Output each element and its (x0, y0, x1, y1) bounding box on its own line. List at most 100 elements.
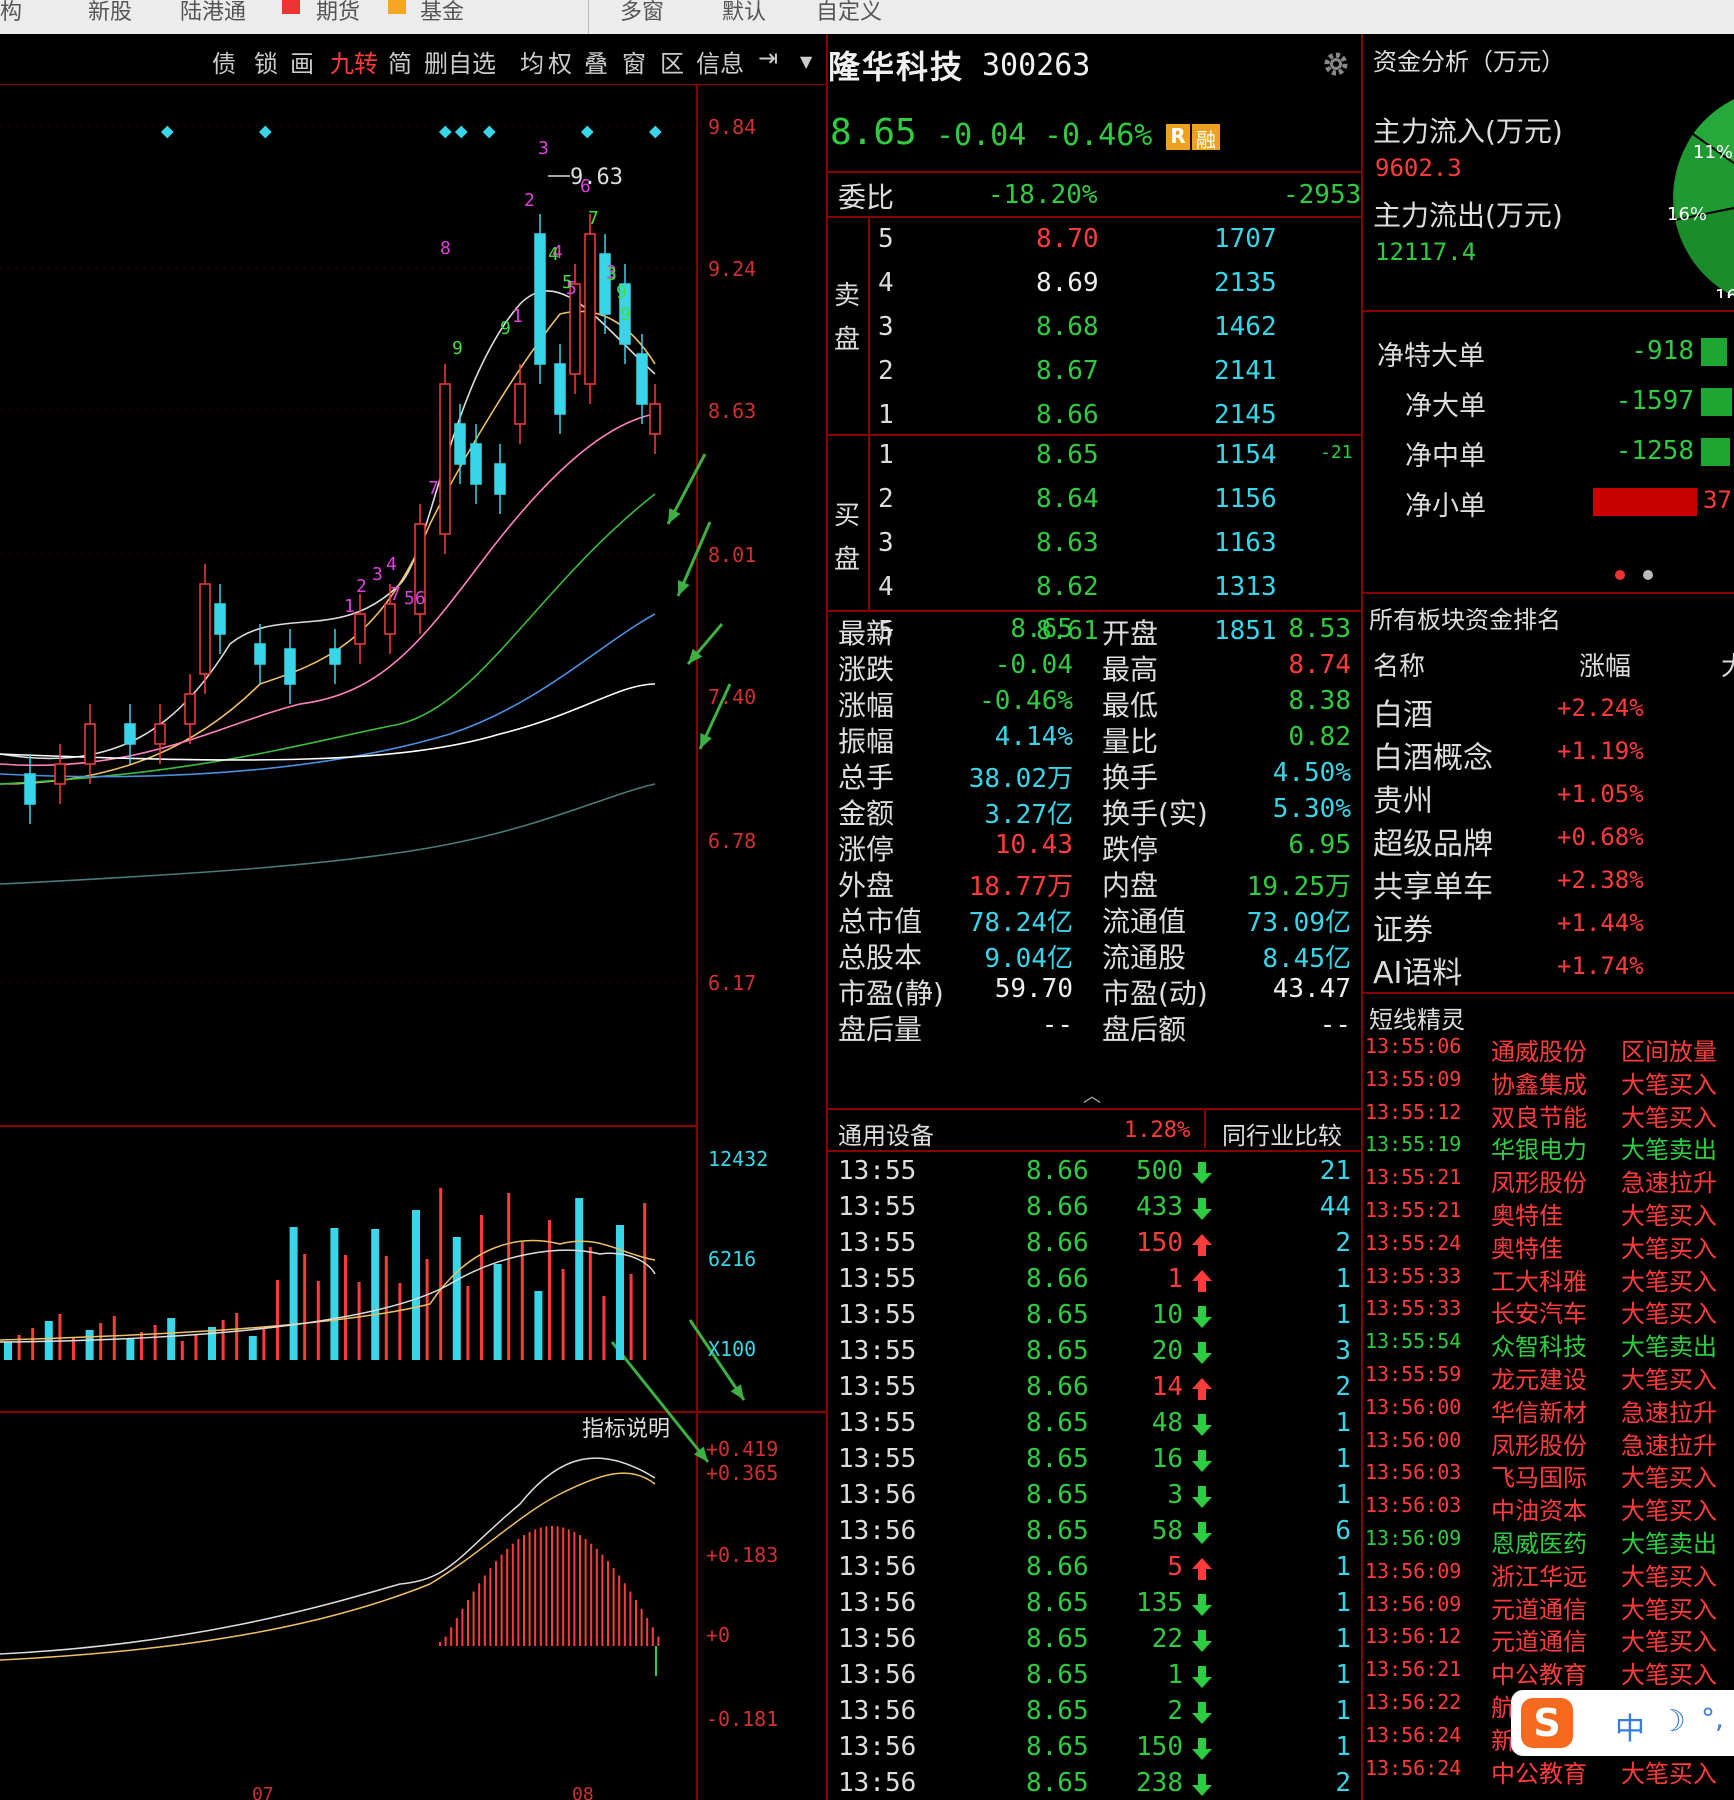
sprite-stock[interactable]: 中公教育 (1491, 1661, 1587, 1690)
sprite-stock[interactable]: 华银电力 (1491, 1136, 1587, 1165)
sprite-row[interactable]: 13:56:24 中公教育 大笔买入 (1363, 1754, 1734, 1788)
order-price[interactable]: 8.67 (1036, 356, 1099, 386)
toolbar-button[interactable]: 删自选 (424, 50, 496, 78)
menu-item[interactable]: 默认 (722, 0, 767, 25)
sprite-stock[interactable]: 奥特佳 (1491, 1234, 1563, 1263)
sprite-stock[interactable]: 恩威医药 (1491, 1530, 1587, 1558)
sector-row[interactable]: 白酒 +2.24% (1363, 690, 1734, 733)
tab-peer-compare[interactable]: 同行业比较 (1222, 1122, 1342, 1150)
tick-row[interactable]: 13:55 8.65 48 1 (828, 1408, 1363, 1444)
toolbar-button[interactable]: 权 (548, 50, 572, 78)
sprite-row[interactable]: 13:55:24 奥特佳 大笔买入 (1363, 1229, 1734, 1263)
tick-row[interactable]: 13:56 8.65 22 1 (828, 1624, 1363, 1660)
sprite-row[interactable]: 13:56:00 华信新材 急速拉升 (1363, 1393, 1734, 1427)
toolbar-button[interactable]: 简 (388, 50, 412, 78)
sprite-stock[interactable]: 华信新材 (1491, 1398, 1587, 1427)
toolbar-button[interactable]: 窗 (622, 50, 646, 78)
tick-row[interactable]: 13:56 8.65 2 1 (828, 1696, 1363, 1732)
tick-row[interactable]: 13:55 8.66 433 44 (828, 1192, 1363, 1228)
tick-row[interactable]: 13:55 8.66 150 2 (828, 1228, 1363, 1264)
punct-icon[interactable]: °, (1701, 1702, 1724, 1735)
menu-item[interactable]: 自定义 (816, 0, 883, 25)
toolbar-button[interactable]: ⇥ (758, 44, 779, 72)
sprite-stock[interactable]: 双良节能 (1491, 1103, 1587, 1132)
sprite-stock[interactable]: 元道通信 (1491, 1628, 1587, 1657)
sprite-stock[interactable]: 工大科雅 (1491, 1267, 1587, 1296)
order-price[interactable]: 8.70 (1036, 224, 1099, 254)
order-price[interactable]: 8.61 (1036, 616, 1099, 646)
tick-row[interactable]: 13:55 8.66 14 2 (828, 1372, 1363, 1408)
menu-item[interactable]: 构 (0, 0, 23, 25)
page-dot-active[interactable] (1615, 570, 1625, 580)
sprite-row[interactable]: 13:56:03 中油资本 大笔买入 (1363, 1491, 1734, 1526)
tick-row[interactable]: 13:56 8.65 1 1 (828, 1660, 1363, 1696)
sprite-row[interactable]: 13:55:21 奥特佳 大笔买入 (1363, 1196, 1734, 1230)
menu-item[interactable]: 多窗 (620, 0, 665, 25)
sprite-stock[interactable]: 中公教育 (1491, 1759, 1587, 1788)
ime-toolbar[interactable]: S 中 ☽ °, (1511, 1690, 1734, 1756)
sector-row[interactable]: AI语料 +1.74% (1363, 948, 1734, 991)
order-price[interactable]: 8.62 (1036, 572, 1099, 602)
sector-col-extra[interactable]: 大 (1721, 646, 1734, 683)
toolbar-button[interactable]: 画 (290, 50, 314, 78)
sprite-row[interactable]: 13:56:12 元道通信 大笔买入 (1363, 1622, 1734, 1657)
toolbar-button[interactable]: 锁 (254, 50, 278, 78)
sector-row[interactable]: 超级品牌 +0.68% (1363, 819, 1734, 862)
gear-icon[interactable] (1322, 50, 1350, 78)
sprite-row[interactable]: 13:56:09 元道通信 大笔买入 (1363, 1590, 1734, 1624)
sprite-row[interactable]: 13:55:21 凤形股份 急速拉升 (1363, 1163, 1734, 1197)
sector-row[interactable]: 白酒概念 +1.19% (1363, 733, 1734, 776)
sprite-row[interactable]: 13:55:33 长安汽车 大笔买入 (1363, 1294, 1734, 1329)
sprite-stock[interactable]: 凤形股份 (1491, 1431, 1587, 1460)
sprite-row[interactable]: 13:55:59 龙元建设 大笔买入 (1363, 1360, 1734, 1394)
order-price[interactable]: 8.64 (1036, 484, 1099, 514)
sector-row[interactable]: 证券 +1.44% (1363, 905, 1734, 948)
sprite-stock[interactable]: 通威股份 (1491, 1038, 1587, 1066)
sector-row[interactable]: 共享单车 +2.38% (1363, 862, 1734, 905)
moon-icon[interactable]: ☽ (1659, 1704, 1686, 1739)
sprite-row[interactable]: 13:56:09 恩威医药 大笔卖出 (1363, 1524, 1734, 1558)
collapse-icon[interactable]: ︿ (1083, 1086, 1101, 1107)
ime-mode-button[interactable]: 中 (1615, 1712, 1645, 1747)
sprite-stock[interactable]: 中油资本 (1491, 1497, 1587, 1526)
tick-list[interactable]: 13:55 8.66 500 21 13:55 8.66 433 44 13:55 8.66 150… (828, 1154, 1363, 1800)
toolbar-button[interactable]: 均 (520, 50, 544, 78)
menu-item[interactable]: 期货 (316, 0, 361, 25)
menu-item[interactable]: 新股 (88, 0, 133, 25)
sprite-row[interactable]: 13:55:09 协鑫集成 大笔买入 (1363, 1065, 1734, 1099)
sprite-stock[interactable]: 浙江华远 (1491, 1562, 1587, 1591)
sprite-stock[interactable]: 龙元建设 (1491, 1366, 1587, 1394)
sector-col-pct[interactable]: 涨幅 (1579, 652, 1632, 682)
sprite-row[interactable]: 13:56:00 凤形股份 急速拉升 (1363, 1426, 1734, 1460)
sprite-stock[interactable]: 长安汽车 (1491, 1300, 1587, 1329)
sector-col-name[interactable]: 名称 (1373, 652, 1426, 682)
toolbar-button[interactable]: 债 (212, 50, 236, 78)
industry-name[interactable]: 通用设备 (838, 1122, 934, 1150)
toolbar-button[interactable]: 信息 (696, 50, 744, 78)
sector-row[interactable]: 贵州 +1.05% (1363, 776, 1734, 819)
tick-row[interactable]: 13:55 8.66 1 1 (828, 1264, 1363, 1300)
menu-item[interactable]: 基金 (420, 0, 465, 25)
sprite-row[interactable]: 13:55:33 工大科雅 大笔买入 (1363, 1262, 1734, 1296)
tick-row[interactable]: 13:55 8.66 500 21 (828, 1156, 1363, 1192)
sprite-stock[interactable]: 众智科技 (1491, 1333, 1587, 1362)
tick-row[interactable]: 13:56 8.66 5 1 (828, 1552, 1363, 1588)
tick-row[interactable]: 13:56 8.65 58 6 (828, 1516, 1363, 1552)
sprite-row[interactable]: 13:56:09 浙江华远 大笔买入 (1363, 1557, 1734, 1591)
sprite-stock[interactable]: 元道通信 (1491, 1595, 1587, 1624)
menu-item[interactable]: 陆港通 (180, 0, 247, 25)
sprite-row[interactable]: 13:55:12 双良节能 大笔买入 (1363, 1098, 1734, 1132)
sprite-row[interactable]: 13:55:54 众智科技 大笔卖出 (1363, 1327, 1734, 1362)
order-price[interactable]: 8.65 (1036, 440, 1099, 470)
toolbar-button[interactable]: 叠 (584, 50, 608, 78)
sprite-stock[interactable]: 飞马国际 (1491, 1464, 1587, 1493)
sprite-stock[interactable]: 协鑫集成 (1491, 1070, 1587, 1099)
tick-row[interactable]: 13:56 8.65 3 1 (828, 1480, 1363, 1516)
tick-row[interactable]: 13:55 8.65 20 3 (828, 1336, 1363, 1372)
sprite-stock[interactable]: 奥特佳 (1491, 1202, 1563, 1230)
sprite-row[interactable]: 13:56:21 中公教育 大笔买入 (1363, 1655, 1734, 1690)
tick-row[interactable]: 13:55 8.65 16 1 (828, 1444, 1363, 1480)
page-dot[interactable] (1643, 570, 1653, 580)
order-price[interactable]: 8.68 (1036, 312, 1099, 342)
tick-row[interactable]: 13:56 8.65 135 1 (828, 1588, 1363, 1624)
